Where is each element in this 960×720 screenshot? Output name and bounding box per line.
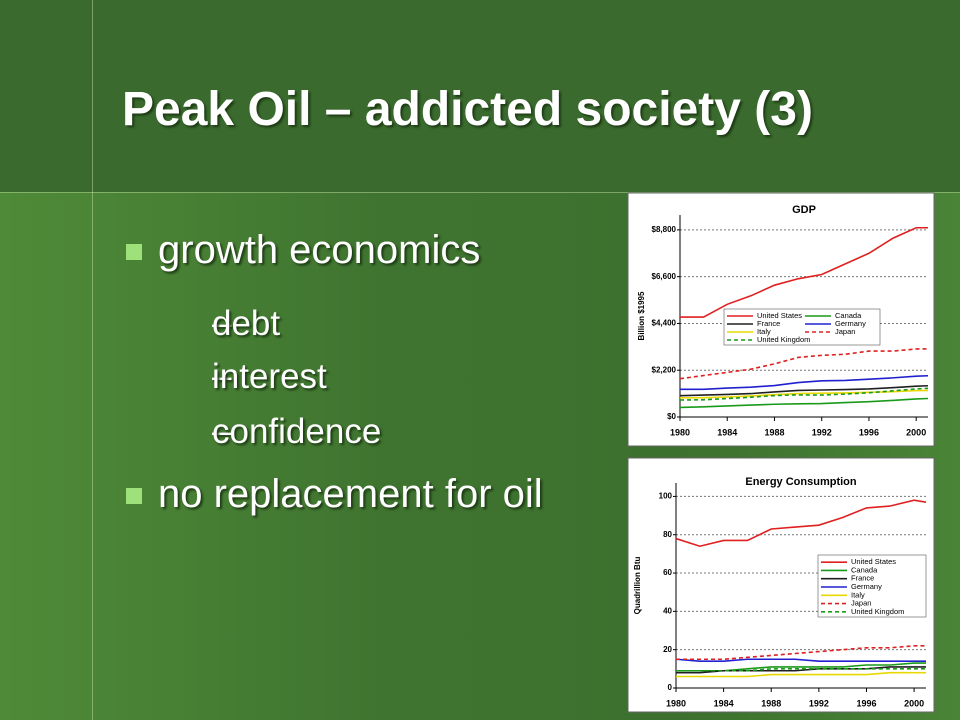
legend-label: Italy [851, 590, 865, 599]
legend-label: France [851, 574, 874, 583]
x-tick-label: 2000 [906, 427, 926, 437]
decor-line [0, 192, 960, 193]
legend-label: France [757, 319, 780, 328]
x-tick-label: 1984 [717, 427, 737, 437]
x-tick-label: 2000 [904, 698, 924, 708]
bullet: growth economics [158, 228, 481, 272]
x-tick-label: 1996 [859, 427, 879, 437]
bullet-marker [126, 244, 142, 260]
legend-box [817, 554, 927, 618]
sub-bullet-text: debt [212, 304, 281, 343]
x-tick-label: 1992 [812, 427, 832, 437]
x-tick-label: 1996 [856, 698, 876, 708]
chart-title: GDP [792, 204, 816, 216]
legend-label: Italy [757, 327, 771, 336]
legend-label: United Kingdom [851, 607, 904, 616]
x-tick-label: 1984 [714, 698, 734, 708]
y-axis-label: Billion $1995 [637, 291, 646, 340]
sub-bullet-text: interest [212, 357, 327, 396]
bullet-marker [126, 488, 142, 504]
x-tick-label: 1992 [809, 698, 829, 708]
x-tick-label: 1980 [666, 698, 686, 708]
series-line [675, 658, 926, 662]
legend-label: Japan [835, 327, 855, 336]
y-tick-label: 20 [663, 645, 672, 654]
legend-box [723, 308, 881, 346]
y-tick-label: 80 [663, 530, 672, 539]
y-tick-label: $6,600 [652, 272, 677, 281]
series-line [676, 671, 926, 678]
y-tick-label: $8,800 [652, 225, 677, 234]
x-tick-label: 1988 [761, 698, 781, 708]
slide-title: Peak Oil – addicted society (3) [122, 83, 813, 136]
legend-label: Japan [851, 599, 871, 608]
series-line [680, 374, 929, 391]
series-line [679, 348, 928, 380]
x-tick-label: 1988 [764, 427, 784, 437]
legend-label: Germany [835, 319, 866, 328]
chart-title: Energy Consumption [745, 476, 857, 488]
y-tick-label: $4,400 [652, 319, 677, 328]
legend-label: United States [851, 557, 896, 566]
y-tick-label: $2,200 [652, 365, 677, 374]
series-line [679, 397, 929, 409]
legend-label: United Kingdom [757, 335, 810, 344]
series-line [675, 499, 927, 548]
bullet: no replacement for oil [158, 472, 543, 516]
y-tick-label: 0 [668, 683, 673, 692]
legend-label: Canada [835, 311, 862, 320]
y-tick-label: 40 [663, 606, 672, 615]
series-line [676, 645, 926, 661]
legend-label: United States [757, 311, 802, 320]
series-line [679, 384, 929, 397]
title-bar [0, 0, 960, 192]
y-tick-label: $0 [667, 412, 676, 421]
decor-line [92, 0, 93, 720]
series-line [676, 668, 926, 672]
series-line [679, 389, 929, 399]
legend-label: Germany [851, 582, 882, 591]
series-line [679, 387, 929, 401]
legend-label: Canada [851, 565, 878, 574]
y-tick-label: 100 [659, 492, 673, 501]
series-line [680, 226, 928, 318]
y-axis-label: Quadrillion Btu [633, 557, 642, 615]
y-tick-label: 60 [663, 568, 672, 577]
sub-bullet-text: confidence [212, 412, 382, 451]
x-tick-label: 1980 [670, 427, 690, 437]
